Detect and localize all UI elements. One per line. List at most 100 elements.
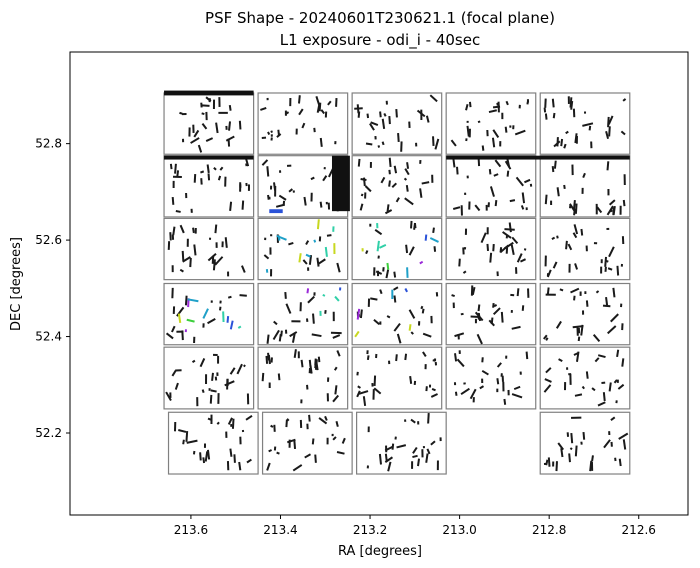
psf-whisker <box>397 132 400 143</box>
psf-whisker <box>560 448 564 458</box>
psf-whisker <box>595 290 600 294</box>
psf-whisker <box>574 445 578 457</box>
ccd-chip-outline <box>163 282 255 346</box>
psf-whisker <box>228 121 232 131</box>
psf-whisker <box>201 389 205 393</box>
psf-whisker <box>425 115 430 123</box>
psf-whisker <box>563 184 566 190</box>
psf-whisker <box>432 227 435 233</box>
x-tick-label: 213.6 <box>174 523 208 537</box>
ccd-chip-outline <box>351 155 443 218</box>
psf-whisker <box>384 456 394 463</box>
psf-whisker <box>591 455 594 462</box>
psf-whisker <box>486 243 490 252</box>
psf-whisker <box>572 232 578 239</box>
psf-whisker <box>263 254 270 260</box>
psf-whisker <box>280 330 283 337</box>
psf-whisker <box>381 141 385 146</box>
y-tick-label: 52.8 <box>35 137 62 151</box>
psf-whisker <box>309 365 313 374</box>
psf-whisker <box>565 130 569 135</box>
psf-whisker <box>580 228 584 236</box>
psf-whisker <box>480 232 487 244</box>
psf-whisker <box>315 359 319 371</box>
psf-whisker <box>377 145 381 148</box>
psf-whisker <box>618 458 622 467</box>
psf-whisker <box>308 254 313 265</box>
psf-whisker <box>396 444 407 449</box>
psf-whisker <box>618 432 629 440</box>
psf-whisker <box>231 418 235 429</box>
psf-whisker <box>291 332 296 343</box>
axis-ticks: 213.6 213.4 213.2 213.0 212.8 212.6 52.2 52.4 52… <box>35 137 656 537</box>
psf-whisker <box>620 130 626 136</box>
psf-whisker <box>193 129 200 138</box>
x-axis-label: RA [degrees] <box>338 544 422 559</box>
psf-whisker <box>430 393 438 398</box>
psf-whisker <box>354 330 360 338</box>
psf-whisker <box>387 461 392 472</box>
psf-whisker <box>393 165 398 174</box>
psf-whisker <box>458 258 461 267</box>
psf-whisker <box>207 173 211 181</box>
psf-whisker <box>383 112 387 117</box>
psf-whisker <box>209 394 213 404</box>
psf-whisker <box>293 440 297 449</box>
psf-whisker <box>319 201 323 208</box>
psf-whisker <box>552 261 558 269</box>
psf-whisker <box>466 125 470 137</box>
psf-whisker <box>570 433 574 444</box>
psf-whisker <box>186 318 195 323</box>
psf-whisker <box>494 159 502 168</box>
psf-whisker <box>574 393 583 397</box>
psf-whisker <box>181 250 185 261</box>
psf-whisker <box>569 97 573 108</box>
dense-whisker-region <box>269 209 283 214</box>
psf-whisker <box>228 104 232 111</box>
psf-whisker <box>420 305 424 310</box>
psf-whisker <box>211 372 214 381</box>
ccd-chip-outline <box>351 92 443 155</box>
psf-whisker <box>186 439 198 444</box>
psf-whisker <box>613 379 618 384</box>
psf-whisker <box>477 120 481 124</box>
psf-whisker <box>334 295 340 302</box>
psf-whisker <box>558 358 563 362</box>
psf-whisker <box>556 235 559 239</box>
ccd-chip-outline <box>163 217 255 281</box>
psf-whisker <box>544 194 548 205</box>
psf-whisker <box>205 137 214 143</box>
psf-whisker <box>359 203 364 211</box>
psf-whisker <box>366 113 370 119</box>
psf-whisker <box>393 322 401 332</box>
psf-whisker <box>492 105 501 109</box>
psf-whisker <box>322 293 326 297</box>
psf-whisker <box>520 258 527 263</box>
psf-whisker <box>597 354 606 359</box>
psf-whisker <box>246 458 252 464</box>
psf-whisker <box>219 166 224 171</box>
psf-whisker <box>260 107 267 111</box>
psf-whisker <box>515 176 524 187</box>
psf-whisker <box>422 351 427 357</box>
psf-whisker <box>277 373 281 381</box>
psf-whisker <box>608 199 616 206</box>
axes-frame <box>69 51 689 516</box>
psf-whisker <box>546 287 550 296</box>
psf-whisker <box>332 436 337 441</box>
psf-whisker <box>369 123 375 131</box>
psf-whisker <box>315 96 321 107</box>
psf-whisker <box>393 286 399 291</box>
psf-whisker <box>238 120 242 130</box>
psf-whisker <box>585 300 589 307</box>
ccd-chip-outline <box>257 346 349 410</box>
psf-whisker <box>570 287 580 294</box>
ccd-chip-outline <box>445 92 537 155</box>
psf-whisker <box>261 372 265 382</box>
psf-whisker <box>245 414 253 421</box>
psf-whisker <box>379 289 383 295</box>
psf-whisker <box>545 337 549 341</box>
psf-whisker <box>385 269 390 279</box>
psf-whisker <box>493 304 498 308</box>
psf-whisker <box>211 260 217 265</box>
